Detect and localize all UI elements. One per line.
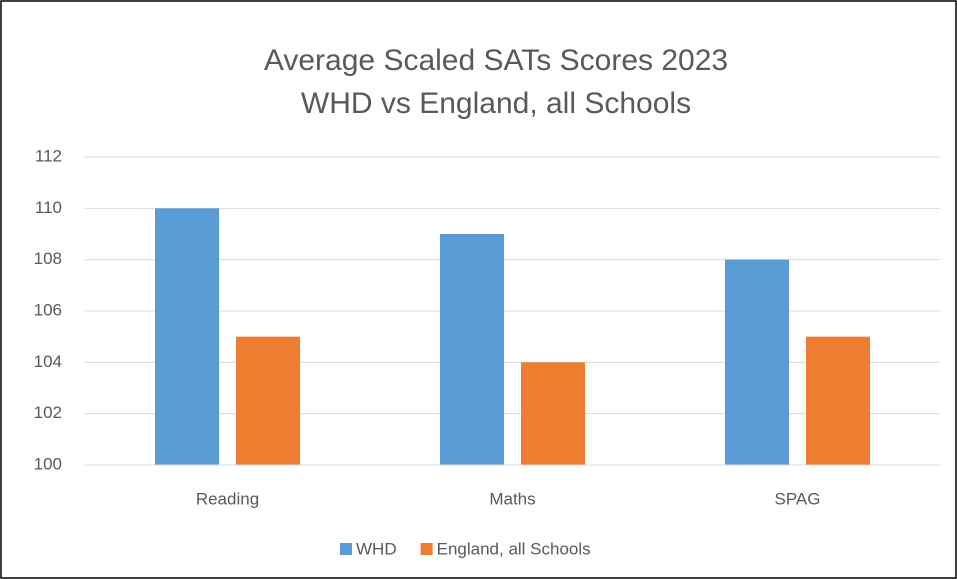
y-tick-label: 110 [35,198,62,217]
bar [440,234,504,465]
y-tick-label: 112 [35,146,62,165]
x-tick-label: Reading [196,489,259,508]
x-tick-label: SPAG [775,489,821,508]
y-tick-label: 102 [34,403,62,422]
bar [725,259,789,465]
y-tick-label: 106 [34,300,62,319]
y-tick-label: 104 [34,352,62,371]
bar [236,336,300,465]
chart-title: Average Scaled SATs Scores 2023 [264,44,728,77]
legend-label: WHD [356,539,397,558]
y-tick-label: 100 [34,454,62,473]
y-tick-label: 108 [34,249,62,268]
bar [155,208,219,466]
legend-swatch [420,543,433,555]
legend-label: England, all Schools [437,539,591,558]
legend-swatch [340,543,352,555]
x-tick-label: Maths [489,489,535,508]
bar [521,362,585,465]
chart-title: WHD vs England, all Schools [301,87,691,120]
bar [806,336,870,465]
